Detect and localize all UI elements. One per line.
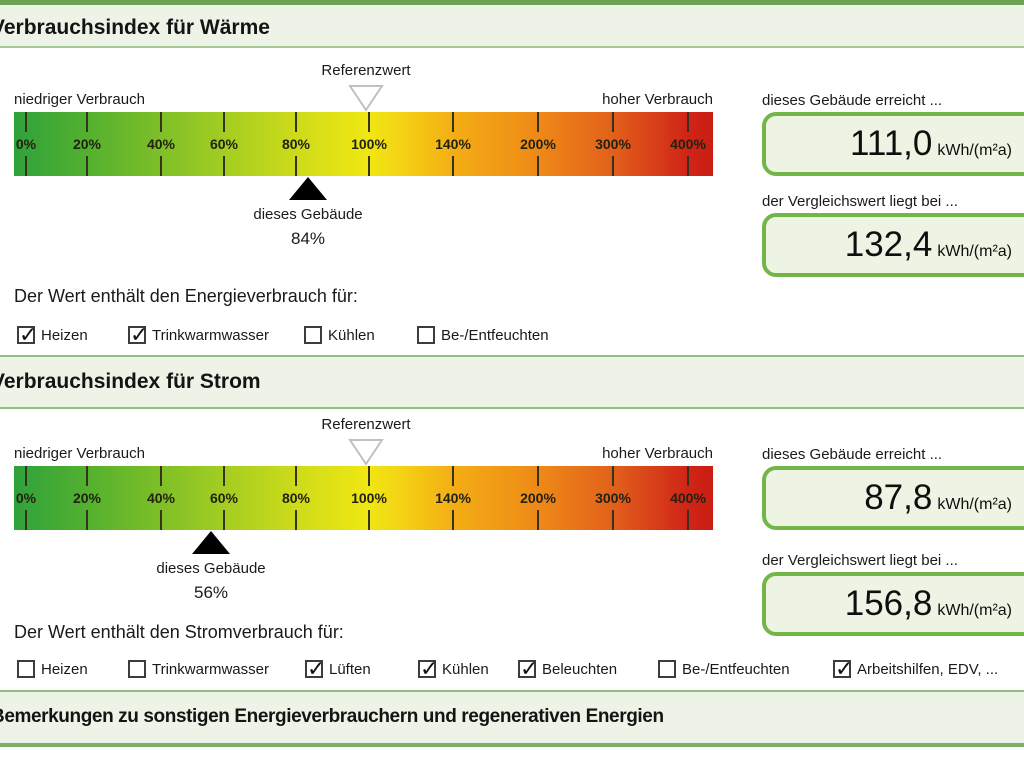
section-header-strom: Verbrauchsindex für Strom (0, 355, 1024, 409)
scale-tick: 80% (282, 112, 310, 176)
reached-label: dieses Gebäude erreicht ... (762, 446, 943, 463)
checkbox-item-kuehlen[interactable]: Kühlen (304, 326, 375, 344)
section-header-bemerkungen: Bemerkungen zu sonstigen Energieverbrauc… (0, 690, 1024, 747)
section-header-waerme: Verbrauchsindex für Wärme (0, 0, 1024, 48)
reached-value: 111,0 kWh/(m²a) (849, 124, 1012, 163)
checkbox-item-lueften[interactable]: Lüften (305, 656, 371, 682)
compare-value: 156,8 kWh/(m²a) (844, 584, 1012, 623)
building-marker-label: dieses Gebäude (156, 560, 266, 577)
scale-tick: 20% (73, 466, 101, 530)
compare-value-box: 156,8 kWh/(m²a) (762, 572, 1024, 636)
checkbox-heizen[interactable] (17, 322, 37, 348)
checkbox-trinkwarmwasser[interactable] (128, 660, 146, 678)
scale-tick: 20% (73, 112, 101, 176)
checkbox-kuehlen[interactable] (418, 656, 438, 682)
checkbox-beleuchten[interactable] (518, 656, 538, 682)
building-marker-icon (289, 177, 327, 200)
scale-tick: 0% (16, 466, 36, 530)
checkbox-item-heizen[interactable]: Heizen (17, 322, 88, 348)
building-marker-label: dieses Gebäude (253, 206, 363, 223)
reached-value-box: 87,8 kWh/(m²a) (762, 466, 1024, 530)
includes-label-strom: Der Wert enthält den Stromverbrauch für: (14, 622, 344, 642)
checkbox-item-trinkwarmwasser[interactable]: Trinkwarmwasser (128, 660, 269, 678)
compare-value-box: 132,4 kWh/(m²a) (762, 213, 1024, 277)
checkbox-item-be-entfeuchten[interactable]: Be-/Entfeuchten (417, 326, 549, 344)
scale-tick: 0% (16, 112, 36, 176)
reached-value-box: 111,0 kWh/(m²a) (762, 112, 1024, 176)
checkbox-item-be-entfeuchten[interactable]: Be-/Entfeuchten (658, 660, 790, 678)
scale-tick: 100% (351, 466, 387, 530)
checkbox-be-entfeuchten[interactable] (658, 660, 676, 678)
scale-tick: 140% (435, 466, 471, 530)
checkbox-heizen[interactable] (17, 660, 35, 678)
checkbox-arbeitshilfen[interactable] (833, 656, 853, 682)
building-percent: 56% (193, 583, 229, 602)
high-consumption-label: hoher Verbrauch (602, 445, 713, 462)
building-marker-icon (192, 531, 230, 554)
section-title-bemerkungen: Bemerkungen zu sonstigen Energieverbrauc… (0, 706, 664, 727)
reference-label: Referenzwert (321, 416, 411, 433)
consumption-scale-strom: 0% 20% 40% 60% 80% 100% 140% 200% 300% 4… (14, 466, 713, 530)
reference-marker-icon (348, 439, 384, 466)
checkbox-item-heizen[interactable]: Heizen (17, 660, 88, 678)
reached-label: dieses Gebäude erreicht ... (762, 92, 943, 109)
checkbox-item-kuehlen[interactable]: Kühlen (418, 656, 489, 682)
scale-tick: 200% (520, 112, 556, 176)
scale-tick: 300% (595, 112, 631, 176)
checkbox-item-trinkwarmwasser[interactable]: Trinkwarmwasser (128, 322, 269, 348)
consumption-scale-waerme: 0% 20% 40% 60% 80% 100% 140% 200% 300% 4… (14, 112, 713, 176)
reference-label: Referenzwert (321, 62, 411, 79)
scale-tick: 60% (210, 466, 238, 530)
compare-label: der Vergleichswert liegt bei ... (762, 552, 958, 569)
scale-tick: 200% (520, 466, 556, 530)
reached-value: 87,8 kWh/(m²a) (864, 478, 1012, 517)
checkbox-kuehlen[interactable] (304, 326, 322, 344)
compare-value: 132,4 kWh/(m²a) (844, 225, 1012, 264)
checkbox-lueften[interactable] (305, 656, 325, 682)
scale-tick: 400% (670, 112, 706, 176)
high-consumption-label: hoher Verbrauch (602, 91, 713, 108)
checkbox-be-entfeuchten[interactable] (417, 326, 435, 344)
reference-marker-icon (348, 85, 384, 112)
scale-tick: 60% (210, 112, 238, 176)
low-consumption-label: niedriger Verbrauch (14, 91, 145, 108)
building-percent: 84% (290, 229, 326, 248)
checkbox-item-beleuchten[interactable]: Beleuchten (518, 656, 617, 682)
section-title-strom: Verbrauchsindex für Strom (0, 370, 261, 393)
scale-tick: 400% (670, 466, 706, 530)
scale-tick: 140% (435, 112, 471, 176)
section-title-waerme: Verbrauchsindex für Wärme (0, 16, 270, 39)
includes-label-waerme: Der Wert enthält den Energieverbrauch fü… (14, 286, 358, 306)
scale-tick: 40% (147, 466, 175, 530)
compare-label: der Vergleichswert liegt bei ... (762, 193, 958, 210)
scale-tick: 300% (595, 466, 631, 530)
checkbox-item-arbeitshilfen[interactable]: Arbeitshilfen, EDV, ... (833, 656, 998, 682)
low-consumption-label: niedriger Verbrauch (14, 445, 145, 462)
scale-tick: 80% (282, 466, 310, 530)
checkbox-trinkwarmwasser[interactable] (128, 322, 148, 348)
scale-tick: 100% (351, 112, 387, 176)
scale-tick: 40% (147, 112, 175, 176)
